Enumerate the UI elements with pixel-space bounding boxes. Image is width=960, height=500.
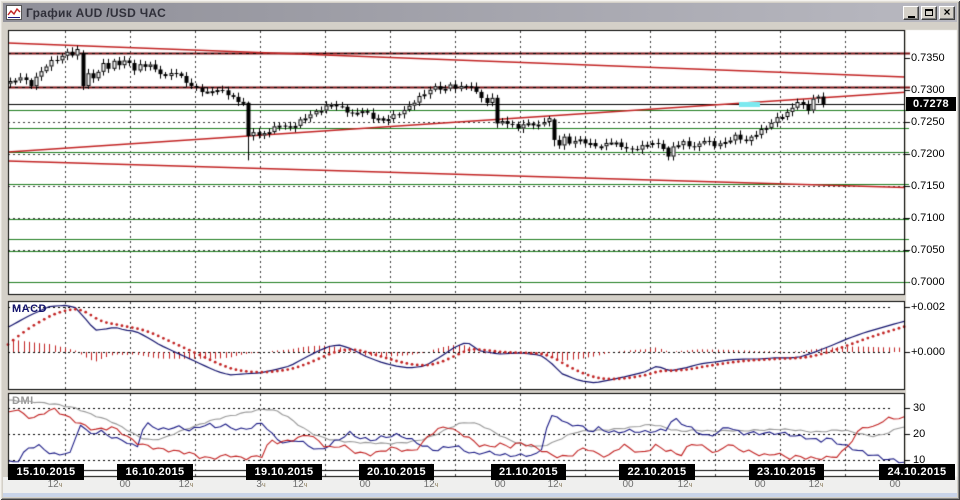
date-box: 15.10.2015 [8, 464, 84, 480]
price-axis-label: 0.7150 [911, 180, 945, 192]
dmi-panel-label: DMI [12, 395, 34, 407]
window-title: График AUD /USD ЧАС [26, 5, 167, 20]
chart-icon[interactable] [6, 5, 22, 20]
current-price-badge: 0.7278 [906, 97, 956, 111]
price-axis-label: 0.7200 [911, 148, 945, 160]
hour-unit: ч [819, 482, 824, 489]
price-axis-label: 0.7100 [911, 212, 945, 224]
hour-unit: ч [303, 482, 308, 489]
time-tick-label: 12ч [47, 479, 63, 490]
close-button[interactable]: × [939, 4, 955, 20]
time-tick-label: 00 [754, 479, 766, 490]
dmi-axis-label: 30 [913, 402, 926, 414]
date-box: 16.10.2015 [117, 464, 193, 480]
price-axis-label: 0.7300 [911, 84, 945, 96]
price-axis-label: 0.7050 [911, 244, 945, 256]
time-tick-label: 12ч [423, 479, 439, 490]
hour-unit: ч [58, 482, 63, 489]
time-tick-label: 12ч [808, 479, 824, 490]
hour-unit: ч [189, 482, 194, 489]
date-box: 24.10.2015 [879, 464, 955, 480]
macd-axis-label: +0.002 [911, 301, 945, 313]
date-box: 21.10.2015 [491, 464, 566, 480]
time-tick-label: 00 [494, 479, 506, 490]
date-box: 20.10.2015 [359, 464, 434, 480]
time-tick-label: 3ч [256, 479, 266, 490]
dmi-axis-label: 20 [913, 428, 926, 440]
price-axis-label: 0.7000 [911, 276, 945, 288]
dmi-axis-label: 10 [913, 454, 926, 466]
minimize-button[interactable] [903, 5, 919, 20]
date-box: 22.10.2015 [619, 464, 695, 480]
price-axis-label: 0.7250 [911, 116, 945, 128]
macd-axis-label: +0.000 [911, 346, 945, 358]
close-icon: × [943, 4, 951, 19]
minimize-icon [907, 15, 915, 18]
time-tick-label: 12ч [292, 479, 308, 490]
time-tick-label: 12ч [547, 479, 563, 490]
time-tick-label: 00 [359, 479, 371, 490]
maximize-icon [925, 9, 933, 16]
date-box: 19.10.2015 [246, 464, 322, 480]
hour-unit: ч [261, 482, 266, 489]
price-panel[interactable] [8, 30, 905, 295]
title-bar[interactable]: График AUD /USD ЧАС × [3, 3, 957, 22]
price-axis-label: 0.7350 [911, 52, 945, 64]
date-box: 23.10.2015 [749, 464, 824, 480]
maximize-button[interactable] [921, 5, 937, 20]
macd-panel[interactable] [8, 301, 905, 390]
hour-unit: ч [434, 482, 439, 489]
macd-panel-label: MACD [12, 303, 47, 315]
time-tick-label: 00 [622, 479, 634, 490]
hour-unit: ч [688, 482, 693, 489]
time-tick-label: 12ч [178, 479, 194, 490]
time-tick-label: 00 [889, 479, 901, 490]
time-tick-label: 00 [119, 479, 131, 490]
time-tick-label: 12ч [677, 479, 693, 490]
hour-unit: ч [558, 482, 563, 489]
